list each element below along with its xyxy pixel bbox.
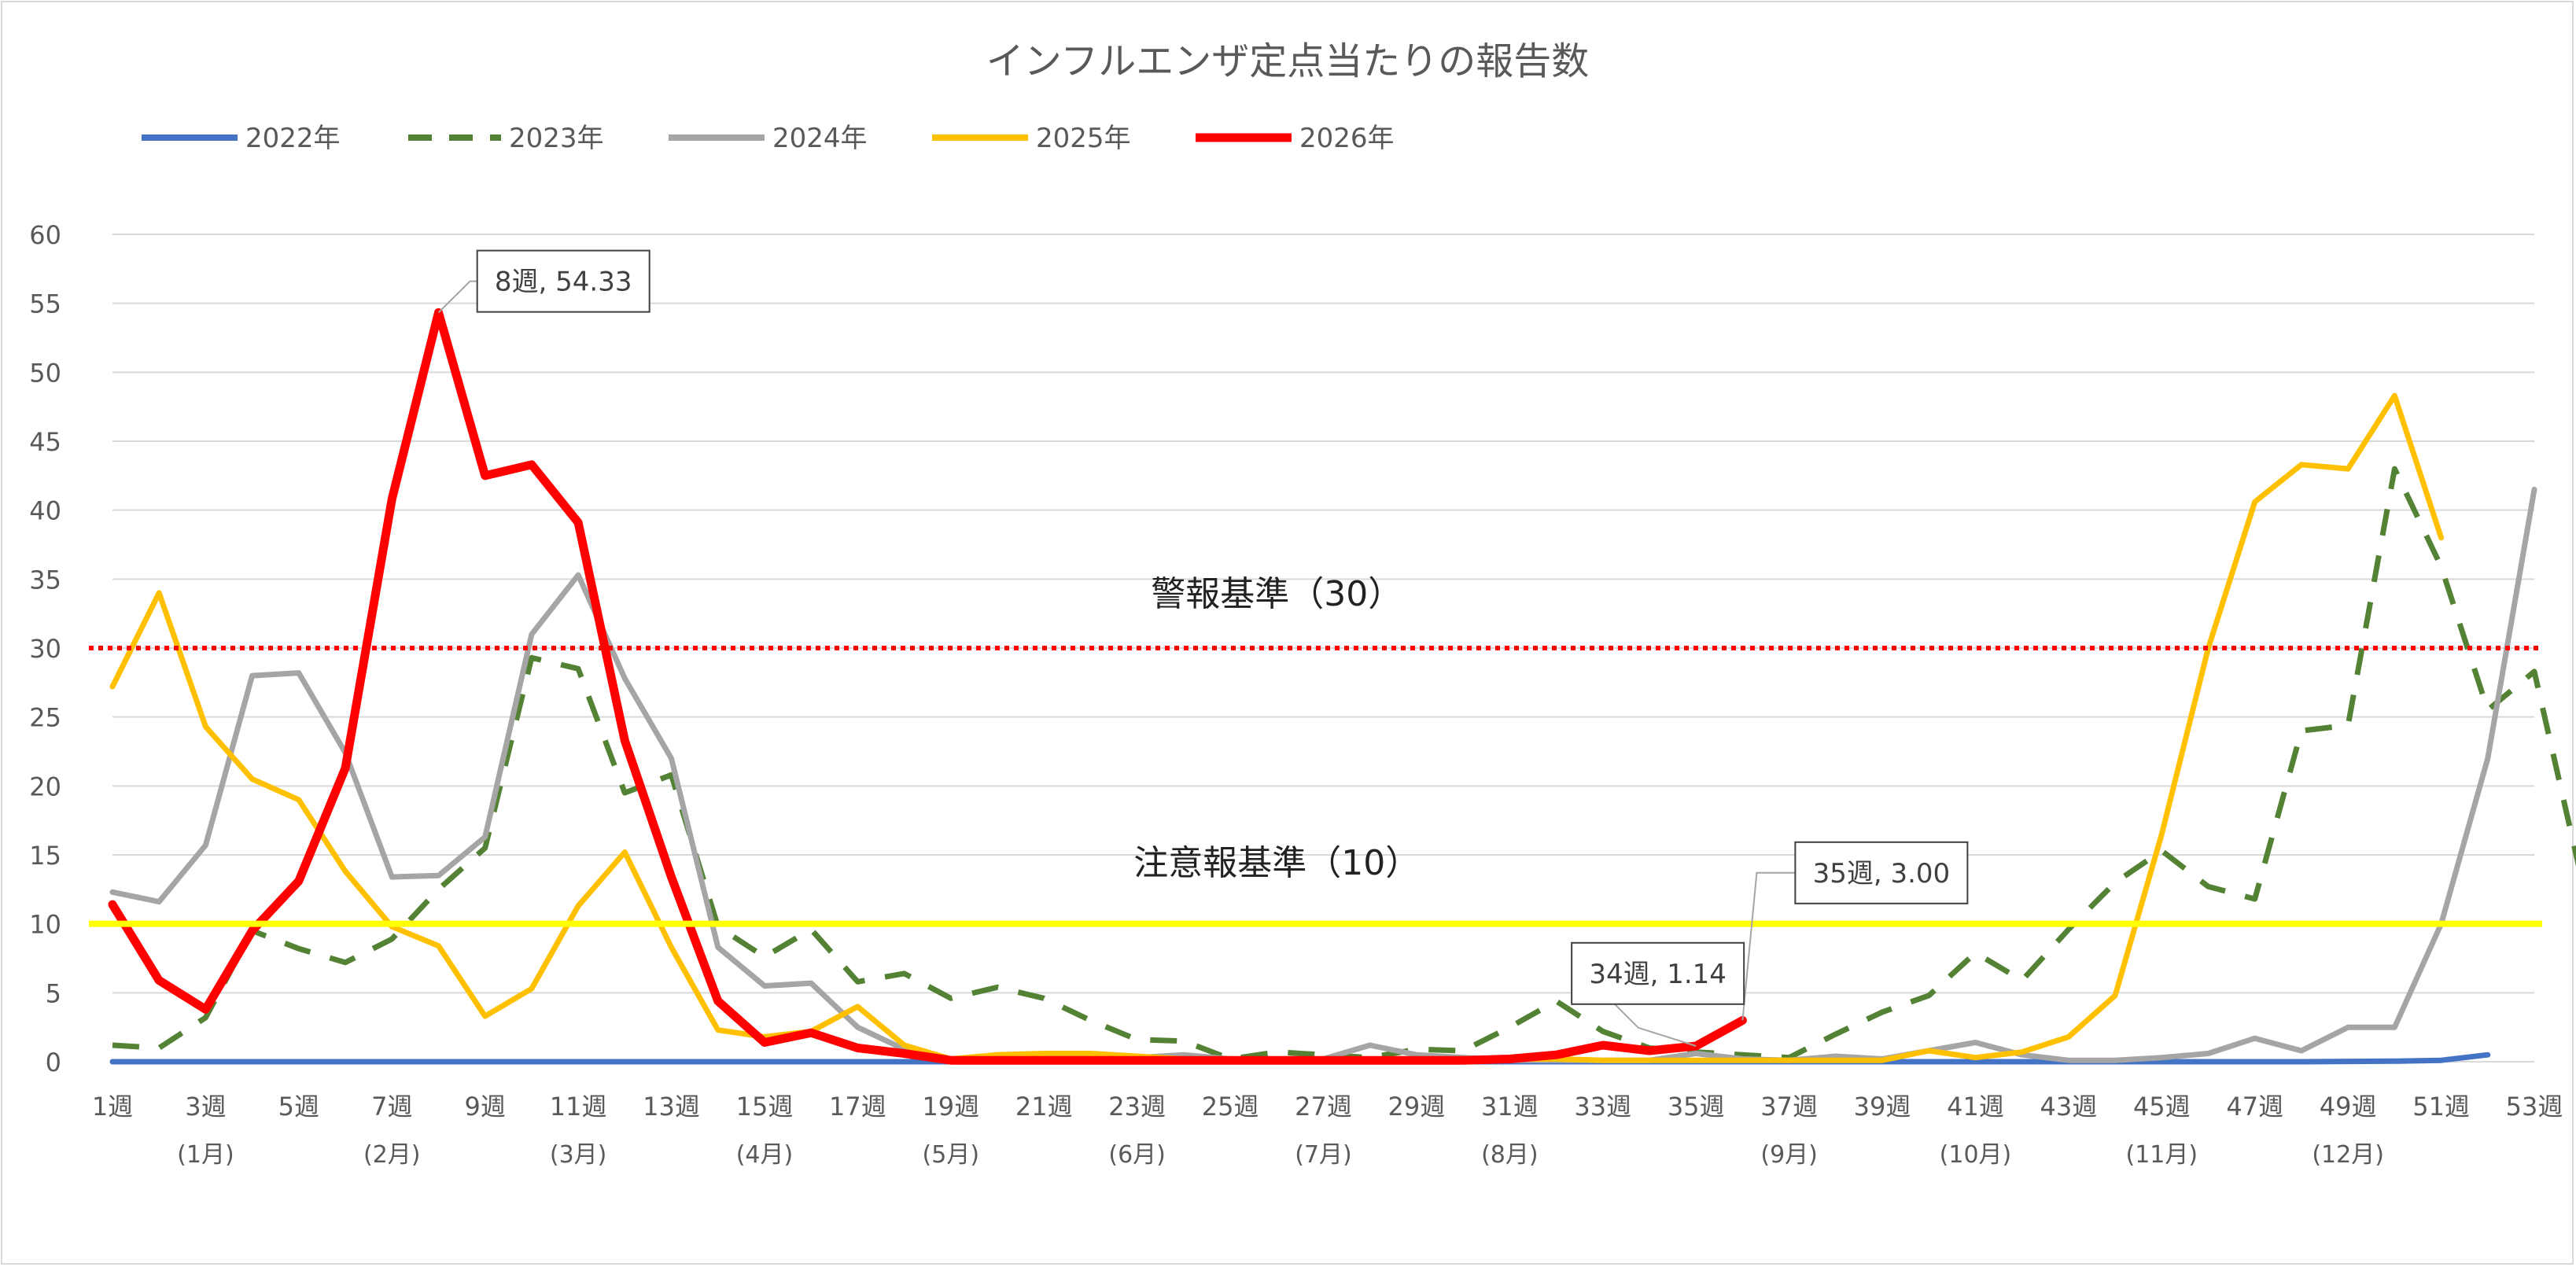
month-label: (7月)	[1295, 1141, 1352, 1169]
y-tick-label: 15	[29, 841, 61, 871]
x-tick-label: 37週	[1760, 1092, 1818, 1122]
month-label: (6月)	[1108, 1141, 1166, 1169]
y-tick-label: 35	[29, 565, 61, 595]
x-tick-label: 15週	[736, 1092, 794, 1122]
month-label: (2月)	[363, 1141, 421, 1169]
annotation-leader	[437, 280, 477, 314]
x-tick-label: 47週	[2226, 1092, 2283, 1122]
y-axis-ticks: 0 5 10 15 20 25 30 35 40 45 50 55 60	[29, 220, 61, 1077]
month-label: (12月)	[2312, 1141, 2384, 1169]
annotation-box	[476, 249, 650, 313]
x-tick-label: 7週	[371, 1092, 412, 1122]
x-tick-label: 21週	[1015, 1092, 1073, 1122]
y-tick-label: 45	[29, 427, 61, 457]
y-tick-label: 25	[29, 703, 61, 733]
y-tick-label: 55	[29, 289, 61, 319]
x-tick-label: 53週	[2506, 1092, 2563, 1122]
x-tick-label: 29週	[1388, 1092, 1446, 1122]
y-tick-label: 50	[29, 358, 61, 388]
month-label: (3月)	[550, 1141, 607, 1169]
x-tick-label: 11週	[550, 1092, 607, 1122]
annotation-label: 35週, 3.00	[1813, 858, 1951, 889]
x-tick-label: 25週	[1202, 1092, 1259, 1122]
gridlines	[112, 234, 2534, 1063]
x-tick-label: 17週	[829, 1092, 886, 1122]
x-tick-label: 35週	[1668, 1092, 1725, 1122]
reference-label-10: 注意報基準（10）	[1133, 843, 1420, 883]
month-labels: (1月) (2月) (3月) (4月) (5月) (6月) (7月) (8月) (9月) (10月…	[177, 1141, 2384, 1169]
x-tick-label: 3週	[185, 1092, 226, 1122]
annotation-box	[1794, 841, 1969, 904]
month-label: (11月)	[2126, 1141, 2198, 1169]
y-tick-label: 40	[29, 496, 61, 526]
x-tick-label: 9週	[465, 1092, 506, 1122]
x-axis-ticks: 1週 3週 5週 7週 9週 11週 13週 15週 17週 19週 21週 23週 25週 27週 29週…	[92, 1092, 2563, 1122]
x-tick-label: 45週	[2133, 1092, 2191, 1122]
series-line-2026年	[108, 308, 1747, 1065]
legend-label-2024年: 2024年	[772, 123, 868, 154]
x-tick-label: 41週	[1947, 1092, 2004, 1122]
legend: 2022年 2023年 2024年 2025年 2026年	[142, 123, 1395, 154]
series-line-2025年	[109, 392, 2445, 1063]
reference-lines: 警報基準（30） 注意報基準（10）	[89, 574, 2542, 927]
month-label: (9月)	[1760, 1141, 1818, 1169]
y-tick-label: 60	[29, 220, 61, 250]
y-tick-label: 10	[29, 910, 61, 940]
annotation-box	[1571, 941, 1745, 1005]
y-tick-label: 20	[29, 772, 61, 801]
x-tick-label: 23週	[1108, 1092, 1166, 1122]
legend-label-2023年: 2023年	[509, 123, 604, 154]
legend-label-2026年: 2026年	[1299, 123, 1395, 154]
x-tick-label: 5週	[278, 1092, 319, 1122]
y-tick-label: 30	[29, 634, 61, 664]
x-tick-label: 51週	[2412, 1092, 2470, 1122]
x-tick-label: 39週	[1854, 1092, 1911, 1122]
month-label: (5月)	[923, 1141, 980, 1169]
reference-label-30: 警報基準（30）	[1151, 574, 1402, 614]
month-label: (10月)	[1940, 1141, 2012, 1169]
annotation-label: 34週, 1.14	[1589, 959, 1727, 990]
x-tick-label: 19週	[922, 1092, 979, 1122]
x-tick-label: 49週	[2320, 1092, 2377, 1122]
month-label: (8月)	[1481, 1141, 1539, 1169]
annotation-leader	[1614, 1004, 1697, 1047]
y-tick-label: 5	[46, 978, 61, 1008]
annotations: 8週, 54.33 35週, 3.00 34週, 1.14	[437, 249, 1969, 1047]
chart-title: インフルエンザ定点当たりの報告数	[986, 39, 1590, 83]
annotation-leader	[1741, 871, 1796, 1021]
x-tick-label: 1週	[92, 1092, 133, 1122]
legend-label-2025年: 2025年	[1036, 123, 1131, 154]
x-tick-label: 13週	[643, 1092, 700, 1122]
month-label: (1月)	[177, 1141, 234, 1169]
x-tick-label: 31週	[1481, 1092, 1539, 1122]
month-label: (4月)	[736, 1141, 794, 1169]
legend-label-2022年: 2022年	[245, 123, 341, 154]
x-tick-label: 43週	[2040, 1092, 2098, 1122]
series-line-2023年	[112, 466, 2576, 1062]
annotation-label: 8週, 54.33	[495, 267, 632, 298]
x-tick-label: 33週	[1574, 1092, 1631, 1122]
series-lines	[108, 308, 2576, 1065]
y-tick-label: 0	[46, 1048, 61, 1077]
x-tick-label: 27週	[1295, 1092, 1352, 1122]
